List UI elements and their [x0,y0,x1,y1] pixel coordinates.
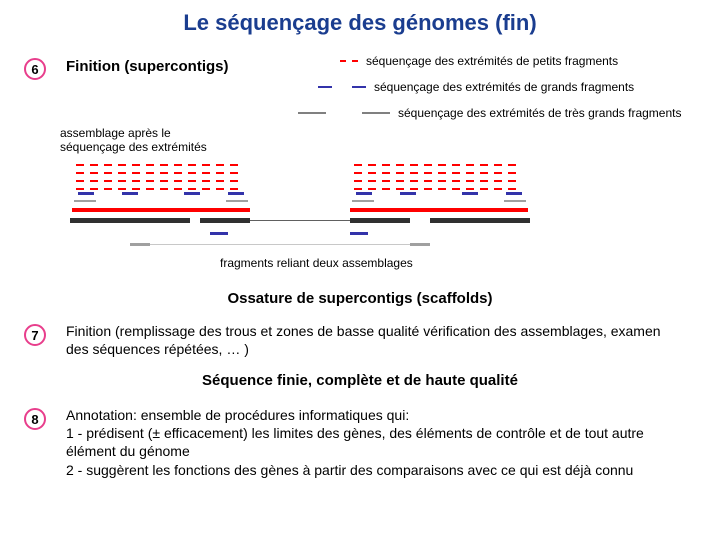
sequence-done: Séquence finie, complète et de haute qua… [0,372,720,389]
assembly-diagram [0,0,720,280]
sequence-done-text: Séquence finie, complète et de haute qua… [202,372,518,389]
step-num-7: 7 [31,328,38,343]
diagram-bottom-caption: fragments reliant deux assemblages [220,256,413,270]
step-badge-7: 7 [24,324,46,346]
step-num-8: 8 [31,412,38,427]
scaffolds-text: Ossature de supercontigs (scaffolds) [227,290,492,307]
step-label-8: Annotation: ensemble de procédures infor… [66,406,696,479]
scaffolds-label: Ossature de supercontigs (scaffolds) [0,290,720,307]
step-label-7: Finition (remplissage des trous et zones… [66,322,686,358]
step-badge-8: 8 [24,408,46,430]
